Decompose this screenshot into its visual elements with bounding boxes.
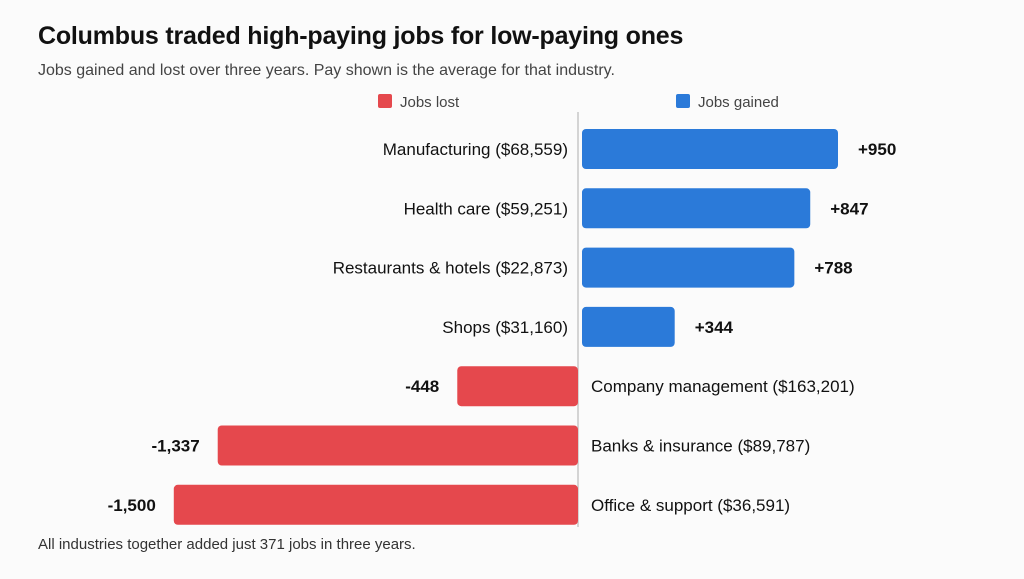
legend-swatch-lost xyxy=(378,94,392,108)
chart-footnote: All industries together added just 371 j… xyxy=(38,536,416,553)
legend-swatch-gained xyxy=(676,94,690,108)
legend-label-lost: Jobs lost xyxy=(400,94,460,111)
bar xyxy=(217,425,578,466)
category-label: Banks & insurance ($89,787) xyxy=(591,437,810,456)
legend-label-gained: Jobs gained xyxy=(698,94,779,111)
value-label: -448 xyxy=(405,377,439,396)
chart-title: Columbus traded high-paying jobs for low… xyxy=(38,22,684,50)
bar xyxy=(457,366,578,407)
value-label: +344 xyxy=(695,318,734,337)
category-label: Health care ($59,251) xyxy=(404,199,568,218)
category-label: Restaurants & hotels ($22,873) xyxy=(333,259,568,278)
bar xyxy=(582,188,811,229)
bar xyxy=(582,247,795,288)
chart-subtitle: Jobs gained and lost over three years. P… xyxy=(38,62,615,79)
category-label: Manufacturing ($68,559) xyxy=(383,140,568,159)
bars-group: Manufacturing ($68,559) +950 Health care (… xyxy=(108,129,896,525)
category-label: Office & support ($36,591) xyxy=(591,496,790,515)
category-label: Company management ($163,201) xyxy=(591,377,855,396)
bar xyxy=(173,484,578,525)
value-label: +950 xyxy=(858,140,896,159)
value-label: +847 xyxy=(830,199,868,218)
bar xyxy=(582,129,838,169)
bar xyxy=(582,306,675,347)
category-label: Shops ($31,160) xyxy=(442,318,568,337)
value-label: -1,500 xyxy=(108,496,156,515)
legend: Jobs lost Jobs gained xyxy=(378,94,779,111)
value-label: -1,337 xyxy=(152,437,200,456)
value-label: +788 xyxy=(814,259,852,278)
